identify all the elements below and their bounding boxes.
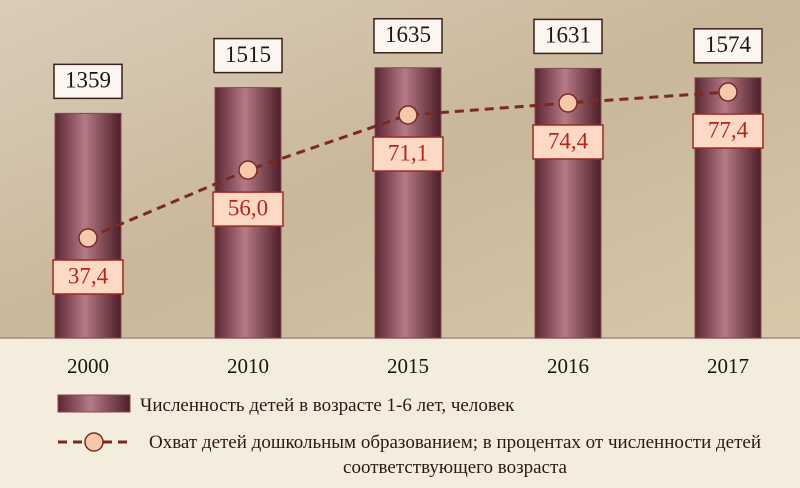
line-marker [558, 93, 578, 113]
bar-label-box [373, 17, 443, 54]
legend-bar-swatch [57, 394, 131, 413]
bar-value-label: 1635 [385, 22, 431, 47]
line [87, 90, 729, 240]
line-marker [78, 228, 98, 248]
line-value-label: 77,4 [708, 117, 749, 142]
line-value-label: 56,0 [228, 195, 268, 220]
bar [54, 112, 122, 339]
bar-label-box [213, 37, 283, 74]
line-value-label: 37,4 [68, 263, 109, 288]
bar-label-box [53, 63, 123, 100]
bar-label-box [693, 28, 763, 64]
legend-bar: Численность детей в возрасте 1-6 лет, че… [140, 395, 515, 416]
bar-value-label: 1515 [225, 42, 271, 67]
bar [534, 67, 602, 339]
bar-value-label: 1574 [705, 32, 752, 57]
bar-label-box [533, 18, 603, 55]
line-label-box [52, 259, 124, 295]
line-label-box [532, 124, 604, 160]
line-label-box [372, 136, 444, 172]
x-tick-label: 2010 [227, 354, 269, 378]
line-marker [718, 82, 738, 102]
line-label-box [692, 113, 764, 149]
bar-value-label: 1359 [65, 68, 111, 93]
line-label-box [212, 191, 284, 227]
line-marker [238, 160, 258, 180]
legend-line: Охват детей дошкольным образованием; в п… [148, 432, 762, 478]
bar-value-label: 1631 [545, 23, 591, 48]
x-tick-label: 2016 [547, 354, 589, 378]
legend-line-marker [84, 432, 104, 452]
line-marker [398, 105, 418, 125]
x-tick-label: 2017 [707, 354, 749, 378]
x-tick-label: 2000 [67, 354, 109, 378]
line-value-label: 74,4 [548, 128, 589, 153]
x-tick-label: 2015 [387, 354, 429, 378]
line-value-label: 71,1 [388, 140, 428, 165]
